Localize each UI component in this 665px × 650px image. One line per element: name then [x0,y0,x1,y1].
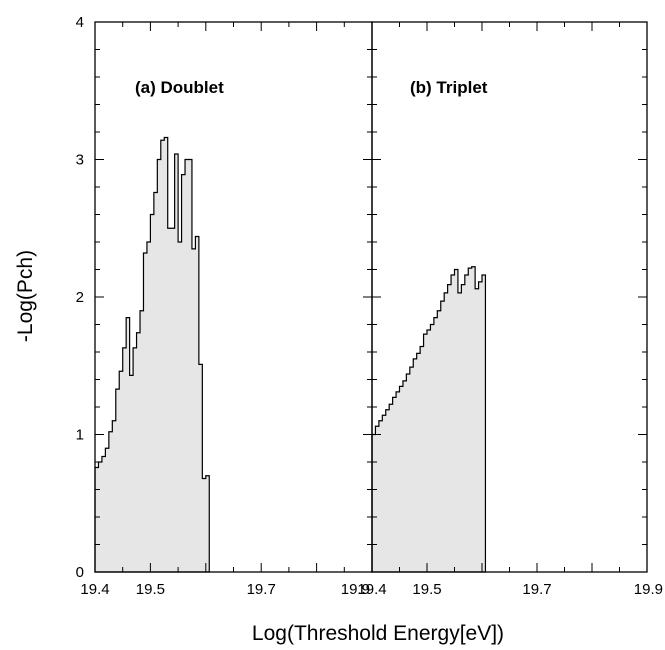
axis-ticks [94,21,648,573]
y-tick-label: 1 [76,427,84,444]
histogram-bars-doublet [94,136,210,573]
panel-a-label: (a) Doublet [135,78,224,97]
x-tick-label: 19.4 [357,581,386,598]
x-tick-label: 19.5 [136,581,165,598]
panel-frames [94,21,648,573]
panel-b-histogram [371,266,487,573]
panel-a-histogram [94,136,210,573]
x-tick-label: 19.5 [412,581,441,598]
x-tick-label: 19.9 [634,581,663,598]
panel-frame-b [371,21,648,573]
y-tick-label: 0 [76,564,84,581]
x-tick-label: 19.4 [80,581,109,598]
y-tick-label: 4 [76,14,84,31]
x-tick-label: 19.9 [341,581,370,598]
x-tick-label: 19.7 [247,581,276,598]
histogram-bars-triplet [371,266,487,573]
x-tick-label: 19.7 [522,581,551,598]
y-axis-title: -Log(Pch) [14,250,37,342]
y-tick-label: 3 [76,152,84,169]
x-axis-title: Log(Threshold Energy[eV]) [252,622,504,645]
panel-b-label: (b) Triplet [410,78,488,97]
y-tick-label: 2 [76,289,84,306]
